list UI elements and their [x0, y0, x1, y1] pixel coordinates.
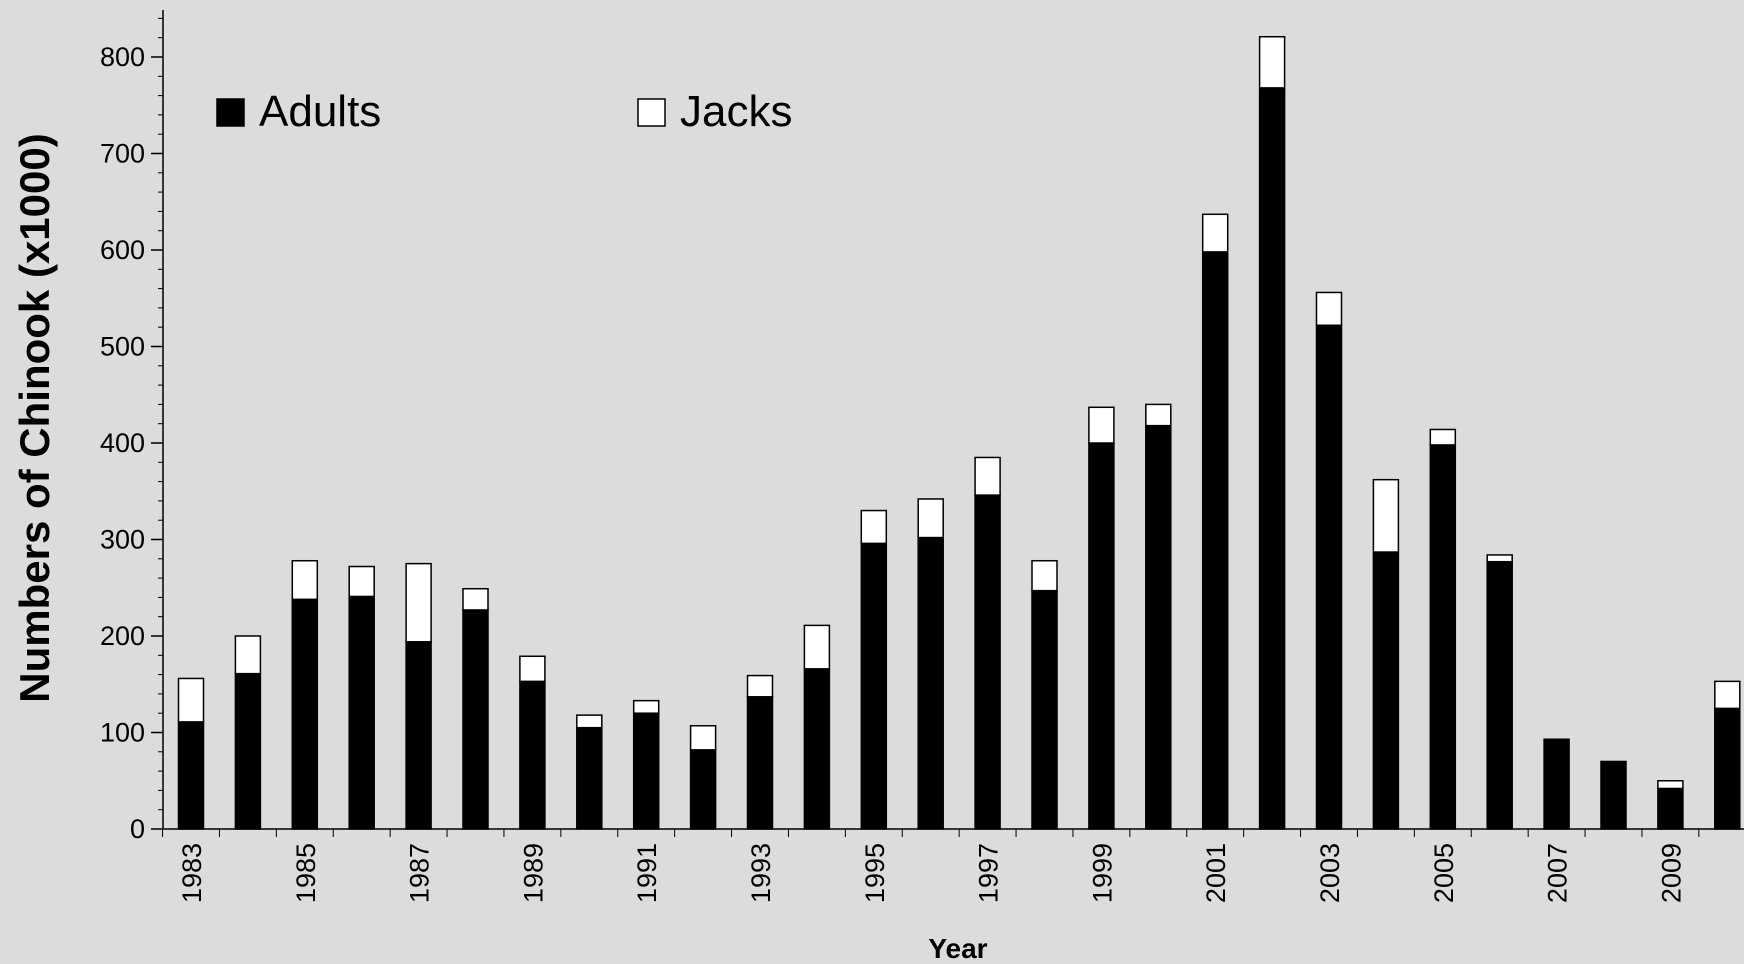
- bar-adults-1996: [917, 536, 944, 830]
- bar-adults-1984: [234, 672, 262, 830]
- bar-adults-2008: [1600, 760, 1627, 830]
- bar-jacks-2001: [1201, 213, 1229, 253]
- bar-jacks-2004: [1372, 478, 1400, 553]
- x-tick-label: 1993: [746, 843, 776, 903]
- bar-jacks-1993: [746, 674, 774, 698]
- legend-label-jacks: Jacks: [680, 87, 792, 136]
- bar-adults-1999: [1088, 442, 1115, 830]
- y-tick-label: 600: [100, 235, 145, 265]
- x-tick-label: 1995: [860, 843, 890, 903]
- bar-jacks-1991: [632, 699, 660, 714]
- bar-jacks-1986: [348, 565, 375, 598]
- bar-adults-1986: [348, 595, 375, 830]
- bar-jacks-1997: [974, 456, 1001, 496]
- bar-adults-1993: [746, 696, 774, 830]
- bar-adults-2010: [1714, 707, 1741, 830]
- x-tick-label: 1983: [177, 843, 207, 903]
- bar-adults-1983: [177, 721, 205, 830]
- y-tick-label: 400: [100, 428, 145, 458]
- bar-jacks-1987: [405, 562, 432, 643]
- legend-label-adults: Adults: [259, 87, 381, 136]
- bar-adults-1985: [291, 598, 319, 830]
- bar-jacks-2006: [1486, 554, 1513, 563]
- y-tick-label: 700: [100, 139, 145, 169]
- bar-adults-1989: [519, 680, 546, 830]
- y-tick-label: 300: [100, 525, 145, 555]
- bar-jacks-2009: [1657, 780, 1684, 790]
- bar-adults-1995: [860, 542, 888, 830]
- bar-adults-2001: [1201, 251, 1229, 830]
- bar-adults-1994: [803, 668, 831, 830]
- x-tick-label: 1999: [1087, 843, 1117, 903]
- bar-adults-2007: [1543, 738, 1570, 830]
- bar-jacks-1996: [917, 498, 944, 539]
- bar-adults-1997: [974, 494, 1001, 830]
- bar-adults-2009: [1657, 787, 1684, 830]
- bar-jacks-2003: [1315, 291, 1343, 327]
- x-tick-label: 1991: [632, 843, 662, 903]
- bar-adults-1987: [405, 641, 432, 830]
- bar-jacks-2000: [1145, 403, 1172, 427]
- bar-adults-2000: [1145, 424, 1172, 830]
- legend-swatch-adults: [216, 98, 245, 127]
- bar-adults-1992: [689, 749, 717, 830]
- bar-jacks-2010: [1714, 680, 1741, 710]
- x-tick-label: 1989: [518, 843, 548, 903]
- x-tick-label: 2009: [1656, 843, 1686, 903]
- bar-jacks-1992: [689, 724, 717, 751]
- x-tick-label: 1997: [974, 843, 1004, 903]
- bar-adults-2002: [1258, 87, 1286, 830]
- bar-jacks-1989: [519, 655, 546, 683]
- y-tick-label: 200: [100, 621, 145, 651]
- bar-jacks-1984: [234, 635, 262, 675]
- bar-jacks-1985: [291, 559, 319, 601]
- legend-swatch-jacks: [637, 98, 666, 127]
- bar-adults-2004: [1372, 551, 1400, 830]
- y-tick-label: 500: [100, 332, 145, 362]
- bar-adults-1991: [632, 712, 660, 830]
- x-tick-label: 2001: [1201, 843, 1231, 903]
- bar-jacks-1988: [462, 587, 489, 611]
- y-axis-title: Numbers of Chinook (x1000): [11, 133, 58, 702]
- x-axis-title: Year: [928, 933, 987, 964]
- x-tick-label: 2003: [1315, 843, 1345, 903]
- x-tick-label: 1985: [291, 843, 321, 903]
- bar-adults-1998: [1031, 589, 1058, 830]
- y-tick-label: 100: [100, 718, 145, 748]
- bar-adults-2005: [1429, 444, 1457, 830]
- y-tick-label: 0: [130, 814, 145, 844]
- bar-jacks-1990: [576, 714, 603, 729]
- x-tick-label: 2007: [1543, 843, 1573, 903]
- bar-jacks-1999: [1088, 406, 1115, 444]
- bar-jacks-1994: [803, 624, 831, 670]
- bar-adults-2006: [1486, 560, 1513, 830]
- x-tick-label: 2005: [1429, 843, 1459, 903]
- x-tick-label: 1987: [405, 843, 435, 903]
- bar-adults-1988: [462, 609, 489, 830]
- bar-jacks-1998: [1031, 559, 1058, 592]
- y-tick-label: 800: [100, 42, 145, 72]
- bar-adults-1990: [576, 726, 603, 830]
- bar-jacks-1995: [860, 509, 888, 545]
- bar-jacks-2002: [1258, 35, 1286, 89]
- bar-jacks-2005: [1429, 428, 1457, 446]
- bar-adults-2003: [1315, 324, 1343, 830]
- bar-jacks-1983: [177, 677, 205, 723]
